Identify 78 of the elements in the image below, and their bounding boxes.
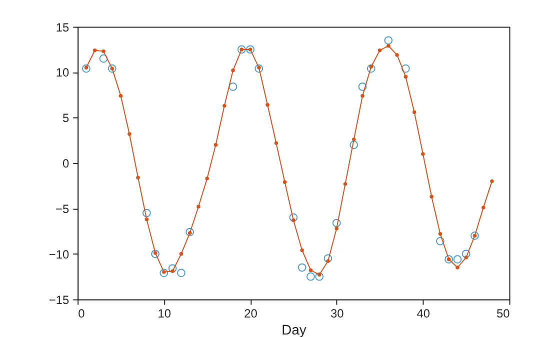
y-tick-label: 5: [62, 111, 70, 126]
point: [266, 103, 270, 107]
point: [168, 264, 177, 273]
point: [360, 94, 364, 98]
point: [118, 94, 123, 98]
point: [298, 263, 306, 272]
point: [464, 256, 468, 260]
point: [352, 138, 356, 142]
x-tick-label: 10: [158, 306, 172, 321]
point: [142, 208, 151, 218]
point: [170, 269, 174, 274]
point: [401, 64, 410, 73]
point: [289, 213, 298, 222]
x-tick-label: 0: [78, 306, 86, 321]
point: [412, 110, 416, 114]
point: [334, 226, 338, 230]
point: [99, 54, 108, 63]
point: [282, 180, 287, 184]
point: [343, 182, 348, 186]
point: [144, 218, 149, 222]
point: [490, 179, 494, 184]
point: [308, 268, 313, 272]
point: [231, 68, 235, 72]
point: [179, 252, 184, 256]
x-tick-label: 20: [244, 306, 258, 321]
point: [386, 44, 390, 48]
point: [300, 248, 304, 252]
point: [108, 64, 116, 73]
point: [196, 204, 200, 209]
point: [222, 104, 226, 108]
point: [395, 53, 399, 57]
point: [456, 266, 460, 270]
point: [332, 218, 341, 228]
point: [366, 64, 376, 73]
y-tick-label: −15: [48, 292, 70, 307]
point: [254, 64, 264, 73]
point: [421, 152, 425, 156]
point: [358, 82, 367, 91]
point: [292, 218, 296, 222]
y-tick-label: −5: [56, 202, 70, 216]
x-tick-label: 30: [330, 306, 344, 321]
point: [315, 272, 324, 281]
point: [384, 36, 393, 45]
point: [128, 132, 132, 136]
y-tick-label: 0: [62, 156, 70, 171]
x-tick-label: 40: [416, 306, 430, 321]
point: [205, 176, 209, 180]
point: [228, 82, 238, 91]
point: [404, 74, 408, 79]
point: [378, 48, 382, 52]
point: [177, 268, 186, 278]
point: [136, 176, 140, 180]
point: [350, 140, 358, 150]
x-tick-label: 50: [496, 306, 510, 321]
y-tick-label: 15: [56, 20, 70, 34]
point: [430, 194, 434, 199]
y-tick-label: 10: [56, 66, 70, 80]
point: [82, 64, 90, 73]
point: [306, 272, 315, 281]
point: [326, 259, 330, 264]
point: [462, 250, 470, 258]
point: [151, 250, 160, 258]
point: [453, 255, 462, 264]
point: [237, 45, 246, 54]
point: [482, 206, 486, 210]
y-tick-label: −10: [48, 247, 70, 262]
point: [246, 45, 254, 54]
point: [324, 254, 332, 263]
point: [186, 228, 194, 236]
point: [436, 236, 444, 246]
point: [438, 232, 442, 236]
line-series: [84, 44, 494, 277]
point: [444, 255, 454, 264]
point: [214, 143, 218, 147]
point: [160, 268, 168, 278]
point: [92, 48, 97, 52]
point: [102, 49, 106, 54]
point: [274, 141, 278, 145]
